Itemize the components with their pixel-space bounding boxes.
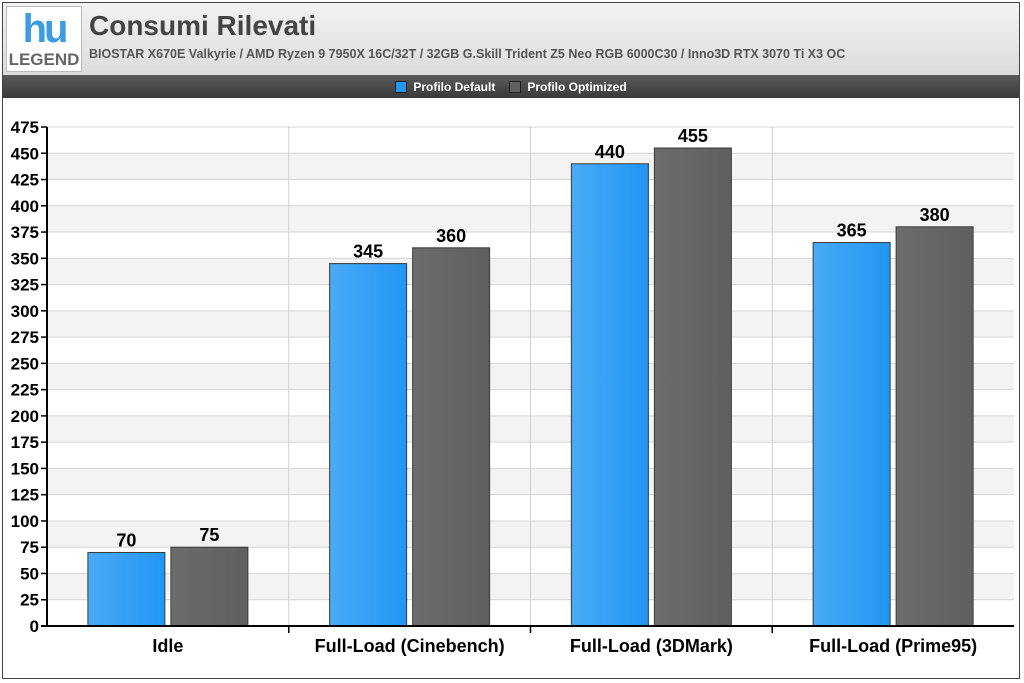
logo-wordmark: LEGEND xyxy=(8,50,80,69)
data-label-profilo-default: 70 xyxy=(116,530,136,550)
legend-bar: Profilo Default Profilo Optimized xyxy=(3,75,1019,98)
y-tick-label: 350 xyxy=(11,249,39,268)
y-tick-label: 75 xyxy=(20,538,39,557)
legend: Profilo Default Profilo Optimized xyxy=(3,75,1019,98)
bar-profilo-optimized xyxy=(895,226,974,627)
bar-profilo-optimized xyxy=(170,546,249,627)
legend-label-default: Profilo Default xyxy=(413,79,496,94)
y-tick-label: 450 xyxy=(11,144,39,163)
data-label-profilo-default: 440 xyxy=(595,142,625,162)
chart-subtitle: BIOSTAR X670E Valkyrie / AMD Ryzen 9 795… xyxy=(89,47,846,61)
legend-swatch-default xyxy=(395,80,408,93)
y-tick-label: 275 xyxy=(11,328,39,347)
bar-profilo-default xyxy=(812,242,891,627)
legend-label-optimized: Profilo Optimized xyxy=(527,79,627,94)
y-tick-label: 250 xyxy=(11,354,39,373)
bar-profilo-optimized xyxy=(653,147,732,627)
data-label-profilo-optimized: 360 xyxy=(436,226,466,246)
y-tick-label: 175 xyxy=(11,433,39,452)
bar-profilo-default xyxy=(87,551,166,627)
x-category-label: Full-Load (3DMark) xyxy=(570,636,733,656)
data-label-profilo-optimized: 380 xyxy=(920,205,950,225)
y-tick-label: 150 xyxy=(11,459,39,478)
x-category-label: Full-Load (Cinebench) xyxy=(315,636,505,656)
y-tick-label: 125 xyxy=(11,486,39,505)
hwlegend-logo: hu LEGEND xyxy=(6,6,82,72)
x-category-label: Idle xyxy=(152,636,183,656)
legend-item-optimized: Profilo Optimized xyxy=(509,79,627,94)
y-tick-label: 50 xyxy=(20,564,39,583)
y-tick-label: 0 xyxy=(30,617,39,636)
legend-item-default: Profilo Default xyxy=(395,80,495,94)
y-tick-label: 425 xyxy=(11,171,39,190)
bar-profilo-optimized xyxy=(412,247,491,627)
y-tick-label: 300 xyxy=(11,302,39,321)
legend-swatch-optimized xyxy=(509,80,522,93)
chart-header: hu LEGEND Consumi Rilevati BIOSTAR X670E… xyxy=(3,3,1019,75)
chart-title: Consumi Rilevati xyxy=(89,10,317,41)
y-tick-label: 25 xyxy=(20,591,39,610)
data-label-profilo-default: 365 xyxy=(837,221,867,241)
y-tick-label: 200 xyxy=(11,407,39,426)
y-tick-label: 225 xyxy=(11,381,39,400)
data-label-profilo-default: 345 xyxy=(353,242,383,262)
y-tick-label: 400 xyxy=(11,197,39,216)
data-label-profilo-optimized: 75 xyxy=(199,525,219,545)
y-tick-label: 325 xyxy=(11,276,39,295)
y-tick-label: 100 xyxy=(11,512,39,531)
y-tick-label: 475 xyxy=(11,118,39,137)
data-label-profilo-optimized: 455 xyxy=(678,126,708,146)
y-tick-label: 375 xyxy=(11,223,39,242)
x-category-label: Full-Load (Prime95) xyxy=(809,636,977,656)
logo-mark: hu xyxy=(22,7,69,51)
bar-profilo-default xyxy=(329,263,408,627)
bar-profilo-default xyxy=(570,163,649,627)
